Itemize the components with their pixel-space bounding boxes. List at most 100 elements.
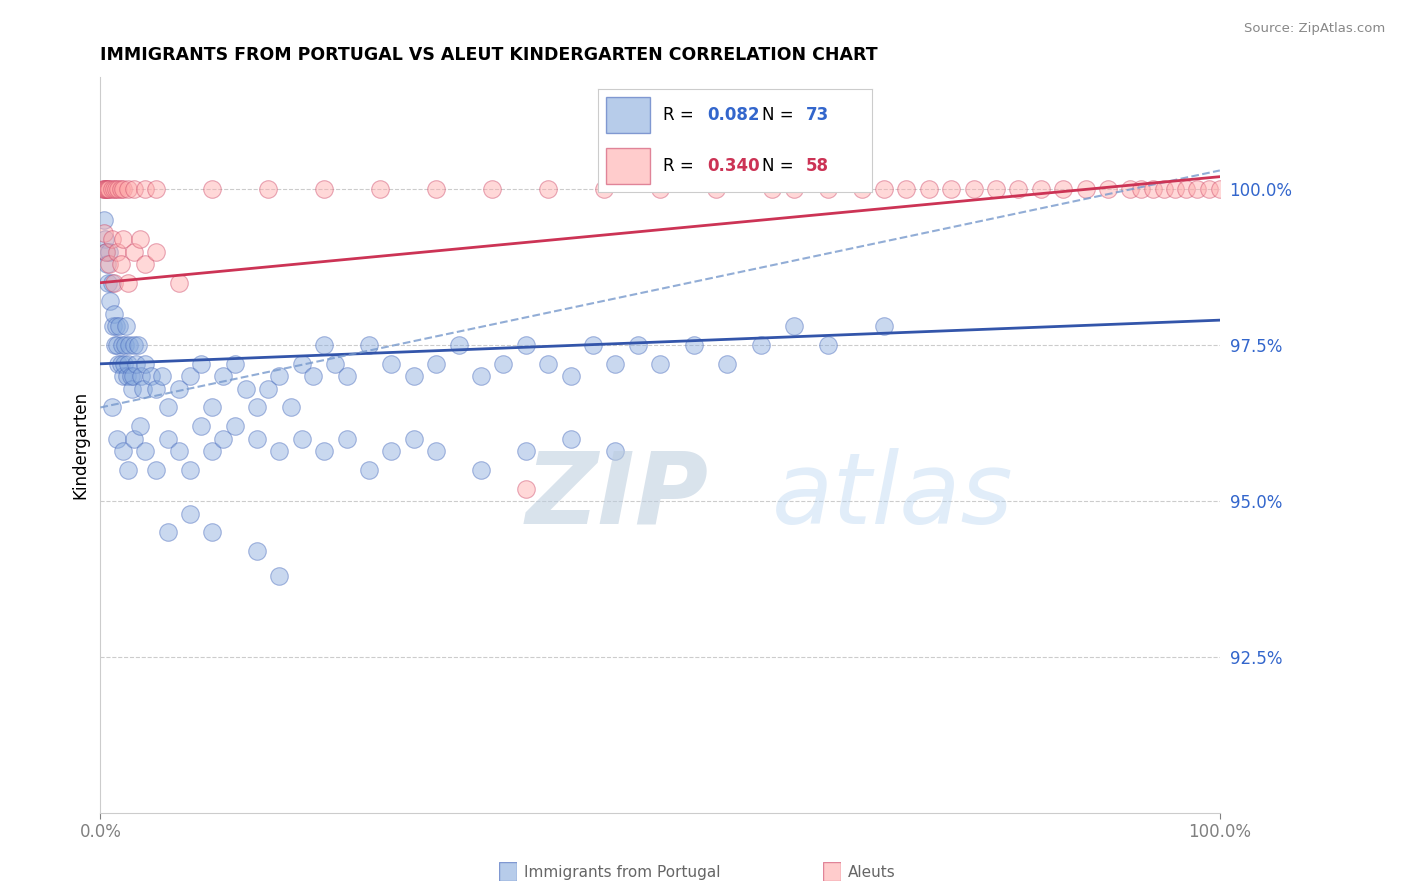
Point xyxy=(582,338,605,352)
Point xyxy=(98,244,121,259)
Point xyxy=(1153,182,1175,196)
Point xyxy=(716,357,738,371)
Point xyxy=(425,182,447,196)
Point xyxy=(749,338,772,352)
Point xyxy=(336,432,359,446)
Point xyxy=(97,182,120,196)
Point xyxy=(167,276,190,290)
Text: 0.082: 0.082 xyxy=(707,106,759,124)
Point xyxy=(201,401,224,415)
Point xyxy=(515,482,537,496)
Point xyxy=(605,444,627,458)
Point xyxy=(127,338,149,352)
Point xyxy=(269,444,291,458)
Point xyxy=(145,244,167,259)
Point xyxy=(357,338,380,352)
Point xyxy=(873,182,896,196)
Point xyxy=(1052,182,1074,196)
Point xyxy=(97,276,120,290)
Point xyxy=(627,338,650,352)
Point xyxy=(269,369,291,384)
Point xyxy=(134,257,156,271)
Point xyxy=(94,182,117,196)
Y-axis label: Kindergarten: Kindergarten xyxy=(72,391,89,499)
Point xyxy=(100,232,122,246)
Point xyxy=(380,444,402,458)
Point xyxy=(122,182,145,196)
Point xyxy=(118,338,141,352)
Point xyxy=(156,401,179,415)
Point xyxy=(121,369,143,384)
Point xyxy=(1209,182,1232,196)
Point xyxy=(145,463,167,477)
Point xyxy=(380,357,402,371)
Point xyxy=(201,182,224,196)
Point xyxy=(105,182,128,196)
Text: R =: R = xyxy=(664,157,699,175)
Point xyxy=(115,319,138,334)
Point xyxy=(515,338,537,352)
Point xyxy=(357,463,380,477)
Point xyxy=(1175,182,1198,196)
Point xyxy=(224,419,246,434)
Point xyxy=(235,382,257,396)
Text: N =: N = xyxy=(762,157,799,175)
Point xyxy=(1029,182,1052,196)
Point xyxy=(314,444,336,458)
Point xyxy=(918,182,941,196)
Point xyxy=(100,401,122,415)
Point xyxy=(134,357,156,371)
Point xyxy=(96,182,118,196)
Point xyxy=(425,444,447,458)
Point xyxy=(1097,182,1119,196)
Text: 73: 73 xyxy=(806,106,830,124)
Text: ZIP: ZIP xyxy=(526,448,709,545)
Point xyxy=(134,182,156,196)
Point xyxy=(156,525,179,540)
Point xyxy=(1142,182,1164,196)
Point xyxy=(470,369,492,384)
Point xyxy=(515,444,537,458)
Point xyxy=(246,401,269,415)
Point xyxy=(156,432,179,446)
Point xyxy=(100,182,122,196)
Point xyxy=(128,419,150,434)
Point xyxy=(94,182,117,196)
Point xyxy=(117,463,139,477)
Point xyxy=(470,463,492,477)
Point xyxy=(291,432,314,446)
Point xyxy=(110,182,132,196)
Point xyxy=(120,369,142,384)
Point xyxy=(111,369,134,384)
Point xyxy=(108,319,131,334)
Point xyxy=(167,382,190,396)
Point xyxy=(425,357,447,371)
Point xyxy=(122,432,145,446)
Point xyxy=(1074,182,1097,196)
Point xyxy=(201,444,224,458)
Point xyxy=(179,507,201,521)
Point xyxy=(91,182,114,196)
Text: 0.340: 0.340 xyxy=(707,157,759,175)
Point xyxy=(93,213,115,227)
Point xyxy=(111,444,134,458)
Point xyxy=(257,182,280,196)
Point xyxy=(593,182,616,196)
Point xyxy=(107,182,129,196)
Point xyxy=(851,182,873,196)
Point xyxy=(105,432,128,446)
Point xyxy=(125,357,148,371)
Text: 58: 58 xyxy=(806,157,830,175)
Point xyxy=(104,338,127,352)
Point xyxy=(648,357,671,371)
Point xyxy=(269,569,291,583)
Point xyxy=(481,182,503,196)
Point xyxy=(560,369,582,384)
Point xyxy=(648,182,671,196)
Point xyxy=(111,182,134,196)
Point xyxy=(107,357,129,371)
Point xyxy=(1007,182,1029,196)
Point xyxy=(122,338,145,352)
Point xyxy=(314,182,336,196)
FancyBboxPatch shape xyxy=(606,148,650,184)
